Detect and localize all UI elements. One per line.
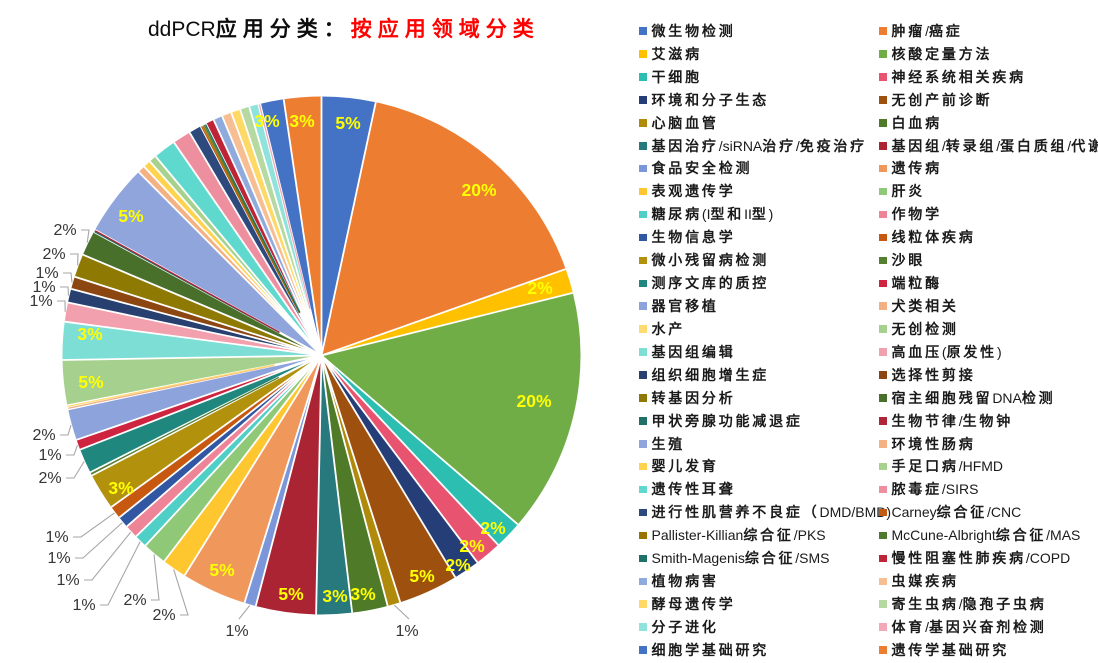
svg-text:3%: 3% [77,324,103,344]
svg-text:2%: 2% [445,555,471,575]
svg-text:20%: 20% [461,180,496,200]
svg-text:5%: 5% [118,206,144,226]
svg-text:1%: 1% [72,597,95,614]
svg-text:1%: 1% [56,572,79,589]
svg-text:1%: 1% [29,293,52,310]
svg-text:5%: 5% [278,584,304,604]
svg-text:2%: 2% [42,246,65,263]
svg-text:2%: 2% [38,470,61,487]
svg-text:3%: 3% [254,111,280,131]
svg-text:1%: 1% [47,550,70,567]
svg-text:5%: 5% [209,560,235,580]
svg-text:2%: 2% [527,278,553,298]
svg-text:2%: 2% [123,592,146,609]
svg-text:5%: 5% [409,566,435,586]
svg-text:2%: 2% [152,607,175,624]
svg-text:3%: 3% [108,478,134,498]
svg-text:20%: 20% [516,391,551,411]
svg-text:1%: 1% [35,265,58,282]
svg-text:2%: 2% [53,222,76,239]
svg-text:1%: 1% [38,447,61,464]
svg-text:1%: 1% [225,623,248,640]
svg-text:3%: 3% [350,584,376,604]
svg-text:2%: 2% [32,427,55,444]
svg-text:1%: 1% [395,623,418,640]
svg-text:5%: 5% [78,372,104,392]
svg-text:3%: 3% [322,586,348,606]
svg-text:2%: 2% [459,536,485,556]
svg-text:1%: 1% [45,529,68,546]
svg-text:1%: 1% [32,279,55,296]
svg-text:5%: 5% [335,113,361,133]
svg-text:3%: 3% [289,111,315,131]
svg-text:2%: 2% [480,518,506,538]
